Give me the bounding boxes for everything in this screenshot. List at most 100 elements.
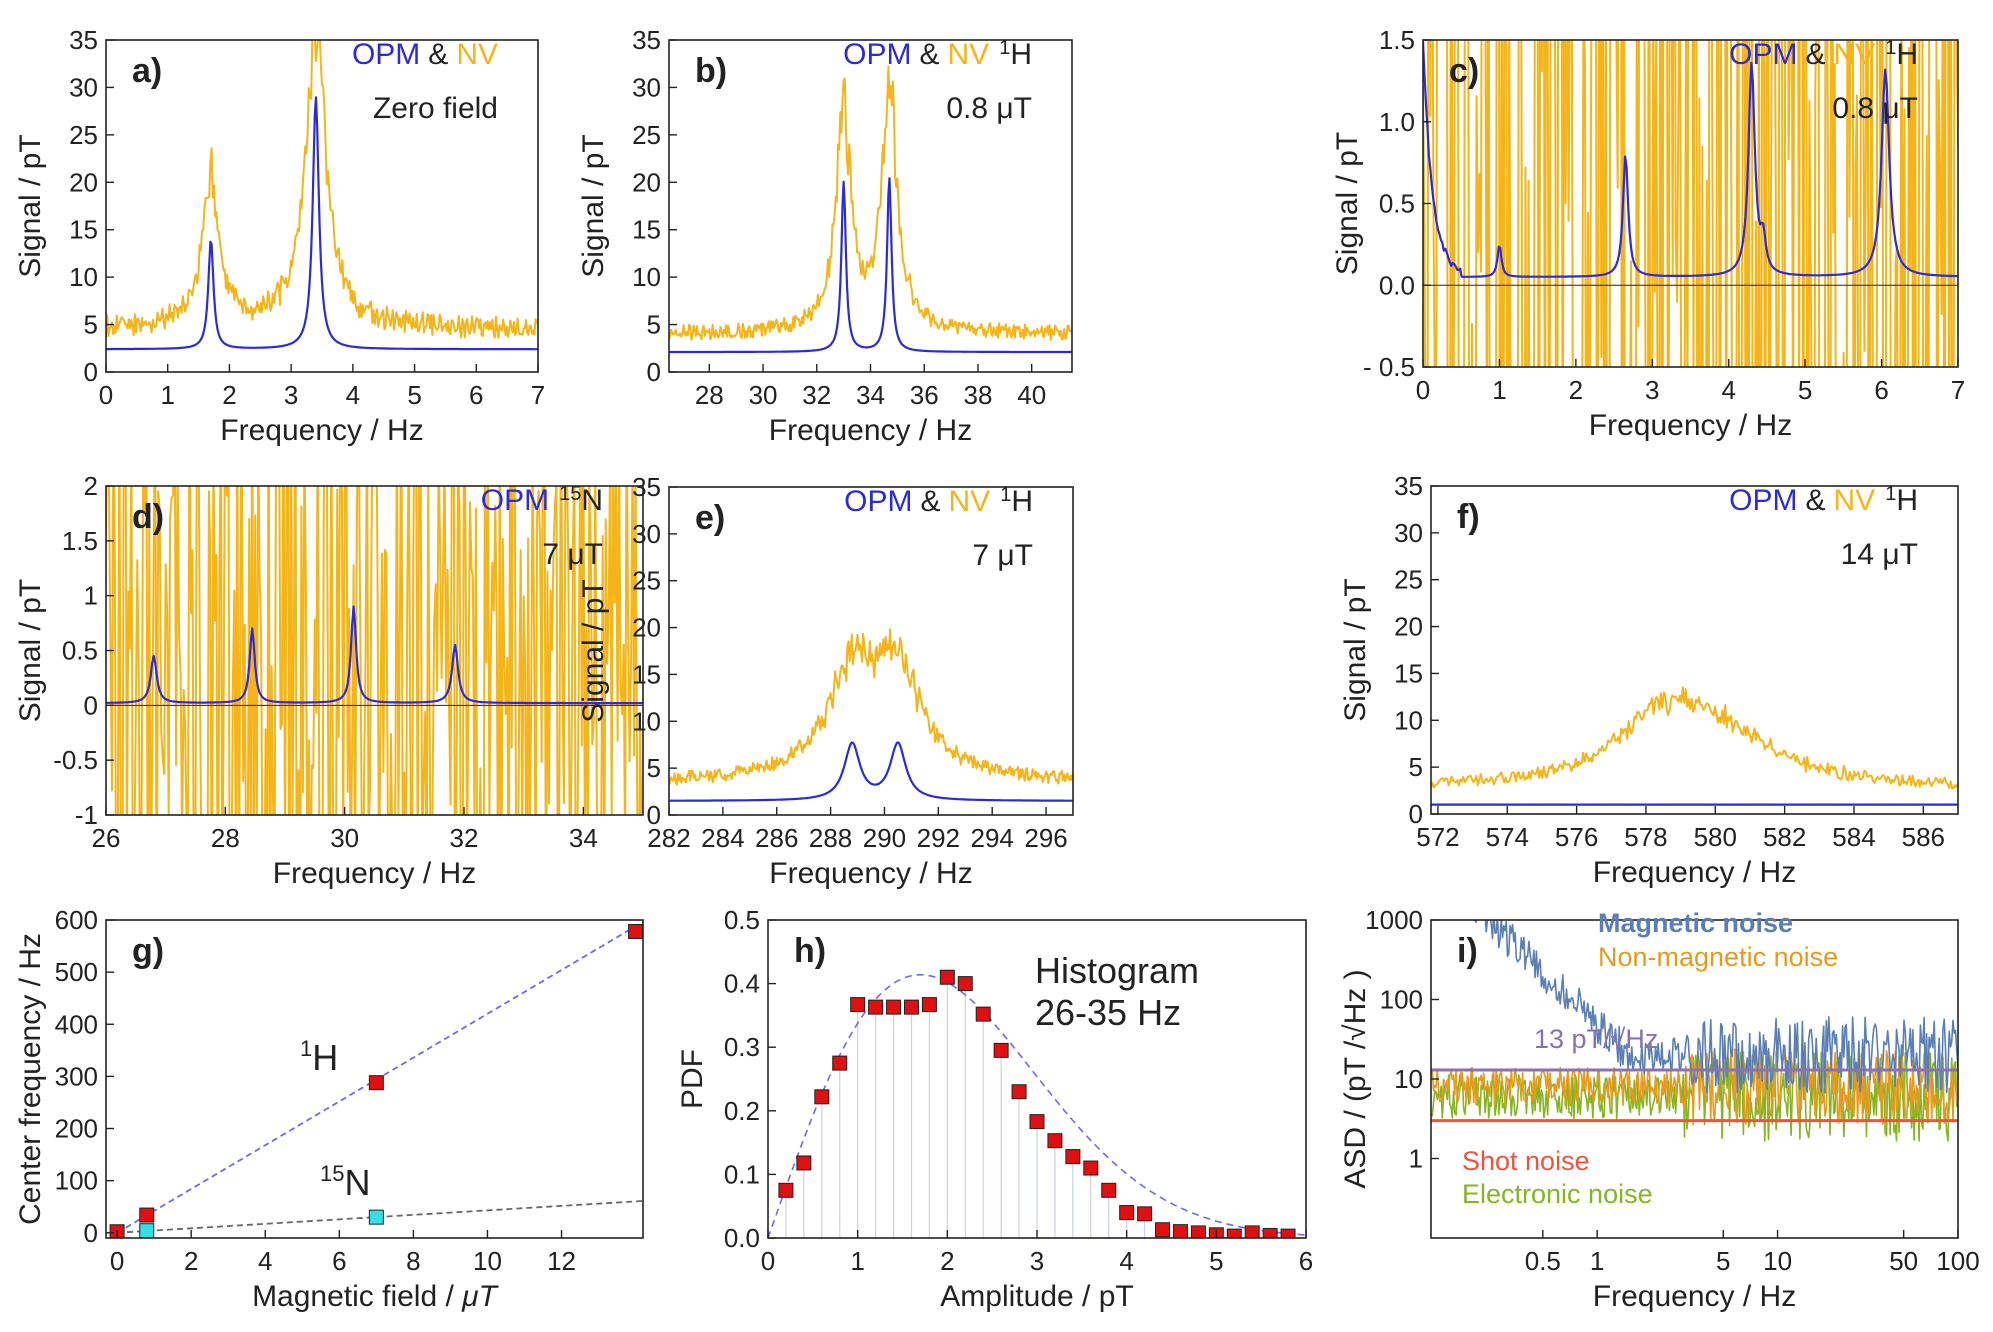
histogram-point xyxy=(1244,1225,1260,1238)
x-tick-label: 2 xyxy=(184,1246,198,1276)
y-tick-label: 1 xyxy=(1409,1144,1423,1174)
y-tick-label: 20 xyxy=(1394,612,1423,642)
y-tick-label: 25 xyxy=(69,120,98,150)
y-tick-label: 0 xyxy=(647,800,661,830)
legend-electronic-noise: Electronic noise xyxy=(1462,1179,1653,1209)
histogram-point xyxy=(1011,1084,1027,1100)
magnetic-noise-series xyxy=(1472,920,1958,1094)
plot-area-h xyxy=(768,969,1306,1238)
y-axis-label: Signal / pT xyxy=(577,579,610,722)
opm-series xyxy=(1423,41,1958,278)
x-axis-label: Frequency / Hz xyxy=(1589,409,1792,442)
data-point-1H xyxy=(368,1075,384,1091)
y-tick-label: 500 xyxy=(55,957,98,987)
x-tick-label: 584 xyxy=(1832,822,1875,852)
x-axis-label: Frequency / Hz xyxy=(769,414,972,447)
y-axis-label: PDF xyxy=(676,1049,709,1109)
field-note: Zero field xyxy=(373,92,498,125)
x-tick-label: 4 xyxy=(1119,1246,1133,1276)
opm-series xyxy=(106,605,643,705)
x-tick-label: 3 xyxy=(1645,375,1659,405)
x-tick-label: 30 xyxy=(749,380,778,410)
x-tick-label: 28 xyxy=(211,823,240,853)
x-tick-label: 0 xyxy=(99,380,113,410)
data-point-15N xyxy=(139,1223,155,1238)
x-tick-label: 6 xyxy=(1874,375,1888,405)
panel-label: d) xyxy=(132,498,164,536)
panel-i: 0.5 1 5 10 50 100 1 10 100 1000 Frequency / Hz ASD … xyxy=(1339,905,1980,1313)
x-axis-label: Magnetic field / μT xyxy=(252,1280,500,1313)
y-tick-label: 20 xyxy=(632,613,661,643)
y-tick-label: 1.5 xyxy=(1379,25,1415,55)
legend-opm: OPM xyxy=(844,485,912,518)
x-tick-label: 1 xyxy=(850,1246,864,1276)
panel-b: 28 30 32 34 36 38 40 0 5 10 15 20 25 30 35 Frequency / … xyxy=(577,25,1073,447)
x-tick-label: 288 xyxy=(809,823,852,853)
x-tick-label: 40 xyxy=(1017,380,1046,410)
x-tick-label: 576 xyxy=(1555,822,1598,852)
y-tick-label: 25 xyxy=(1394,565,1423,595)
y-tick-label: 0.3 xyxy=(724,1032,760,1062)
y-axis-label: ASD / (pT /√Hz ) xyxy=(1339,969,1372,1188)
x-axis-label: Frequency / Hz xyxy=(769,857,972,890)
plot-area-g xyxy=(109,921,643,1238)
x-tick-label: 4 xyxy=(258,1246,272,1276)
legend-amp: & xyxy=(1806,38,1826,71)
x-tick-label: 290 xyxy=(863,823,906,853)
panel-label: e) xyxy=(695,499,725,537)
field-note: 0.8 μT xyxy=(946,92,1032,125)
legend: OPM & NV 1H xyxy=(843,37,1032,71)
y-tick-label: 0.1 xyxy=(724,1159,760,1189)
y-tick-label: 0.5 xyxy=(62,636,98,666)
histogram-point xyxy=(1155,1222,1171,1238)
plot-area-a xyxy=(106,40,538,351)
field-note: 0.8 μT xyxy=(1832,92,1918,125)
x-tick-label: 292 xyxy=(917,823,960,853)
y-axis-label: Signal / pT xyxy=(1339,578,1372,721)
legend-nv: NV xyxy=(948,38,990,71)
y-tick-label: 15 xyxy=(69,215,98,245)
y-axis-label: Center frequency / Hz xyxy=(14,933,47,1225)
histogram-point xyxy=(1083,1160,1099,1176)
panel-label: f) xyxy=(1457,498,1480,536)
panel-d: 26 28 30 32 34 -1 -0.5 0 0.5 1 1.5 2 Frequency / Hz S… xyxy=(14,471,644,890)
legend-nv: NV xyxy=(456,38,498,71)
x-tick-label: 32 xyxy=(450,823,479,853)
y-tick-label: - 0.5 xyxy=(1363,352,1415,382)
histogram-point xyxy=(1262,1227,1278,1238)
series-label-1H: 1H xyxy=(300,1036,338,1078)
y-tick-label: 300 xyxy=(55,1061,98,1091)
x-tick-label: 6 xyxy=(332,1246,346,1276)
legend-nv: NV xyxy=(1834,38,1876,71)
y-tick-label: 100 xyxy=(55,1166,98,1196)
legend: OPM & NV 1H xyxy=(1729,483,1918,517)
x-tick-label: 34 xyxy=(569,823,598,853)
y-tick-label: 10 xyxy=(69,262,98,292)
y-tick-label: 5 xyxy=(647,753,661,783)
x-tick-label: 0.5 xyxy=(1525,1246,1561,1276)
x-tick-label: 10 xyxy=(473,1246,502,1276)
fit-curve xyxy=(768,973,1306,1238)
x-axis-label: Frequency / Hz xyxy=(1593,1280,1796,1313)
histogram-point xyxy=(1190,1225,1206,1238)
x-tick-label: 6 xyxy=(1299,1246,1313,1276)
x-tick-label: 580 xyxy=(1694,822,1737,852)
histogram-point xyxy=(1137,1206,1153,1222)
y-axis-label: Signal / pT xyxy=(14,579,47,722)
x-tick-label: 28 xyxy=(695,380,724,410)
opm-series xyxy=(669,177,1072,354)
x-tick-label: 5 xyxy=(1209,1246,1223,1276)
x-axis-label: Amplitude / pT xyxy=(940,1280,1133,1313)
x-tick-label: 8 xyxy=(406,1246,420,1276)
y-tick-label: 10 xyxy=(1394,705,1423,735)
x-tick-label: 36 xyxy=(910,380,939,410)
histogram-point xyxy=(957,976,973,992)
x-tick-label: 2 xyxy=(222,380,236,410)
plot-area-b xyxy=(669,65,1072,354)
panel-label: c) xyxy=(1449,52,1479,90)
histogram-point xyxy=(778,1182,794,1198)
x-tick-label: 5 xyxy=(1798,375,1812,405)
y-tick-label: 25 xyxy=(632,120,661,150)
panel-c: 0 1 2 3 4 5 6 7 - 0.5 0.0 0.5 1.0 1.5 Frequency / Hz S… xyxy=(1331,25,1965,442)
x-tick-label: 6 xyxy=(469,380,483,410)
